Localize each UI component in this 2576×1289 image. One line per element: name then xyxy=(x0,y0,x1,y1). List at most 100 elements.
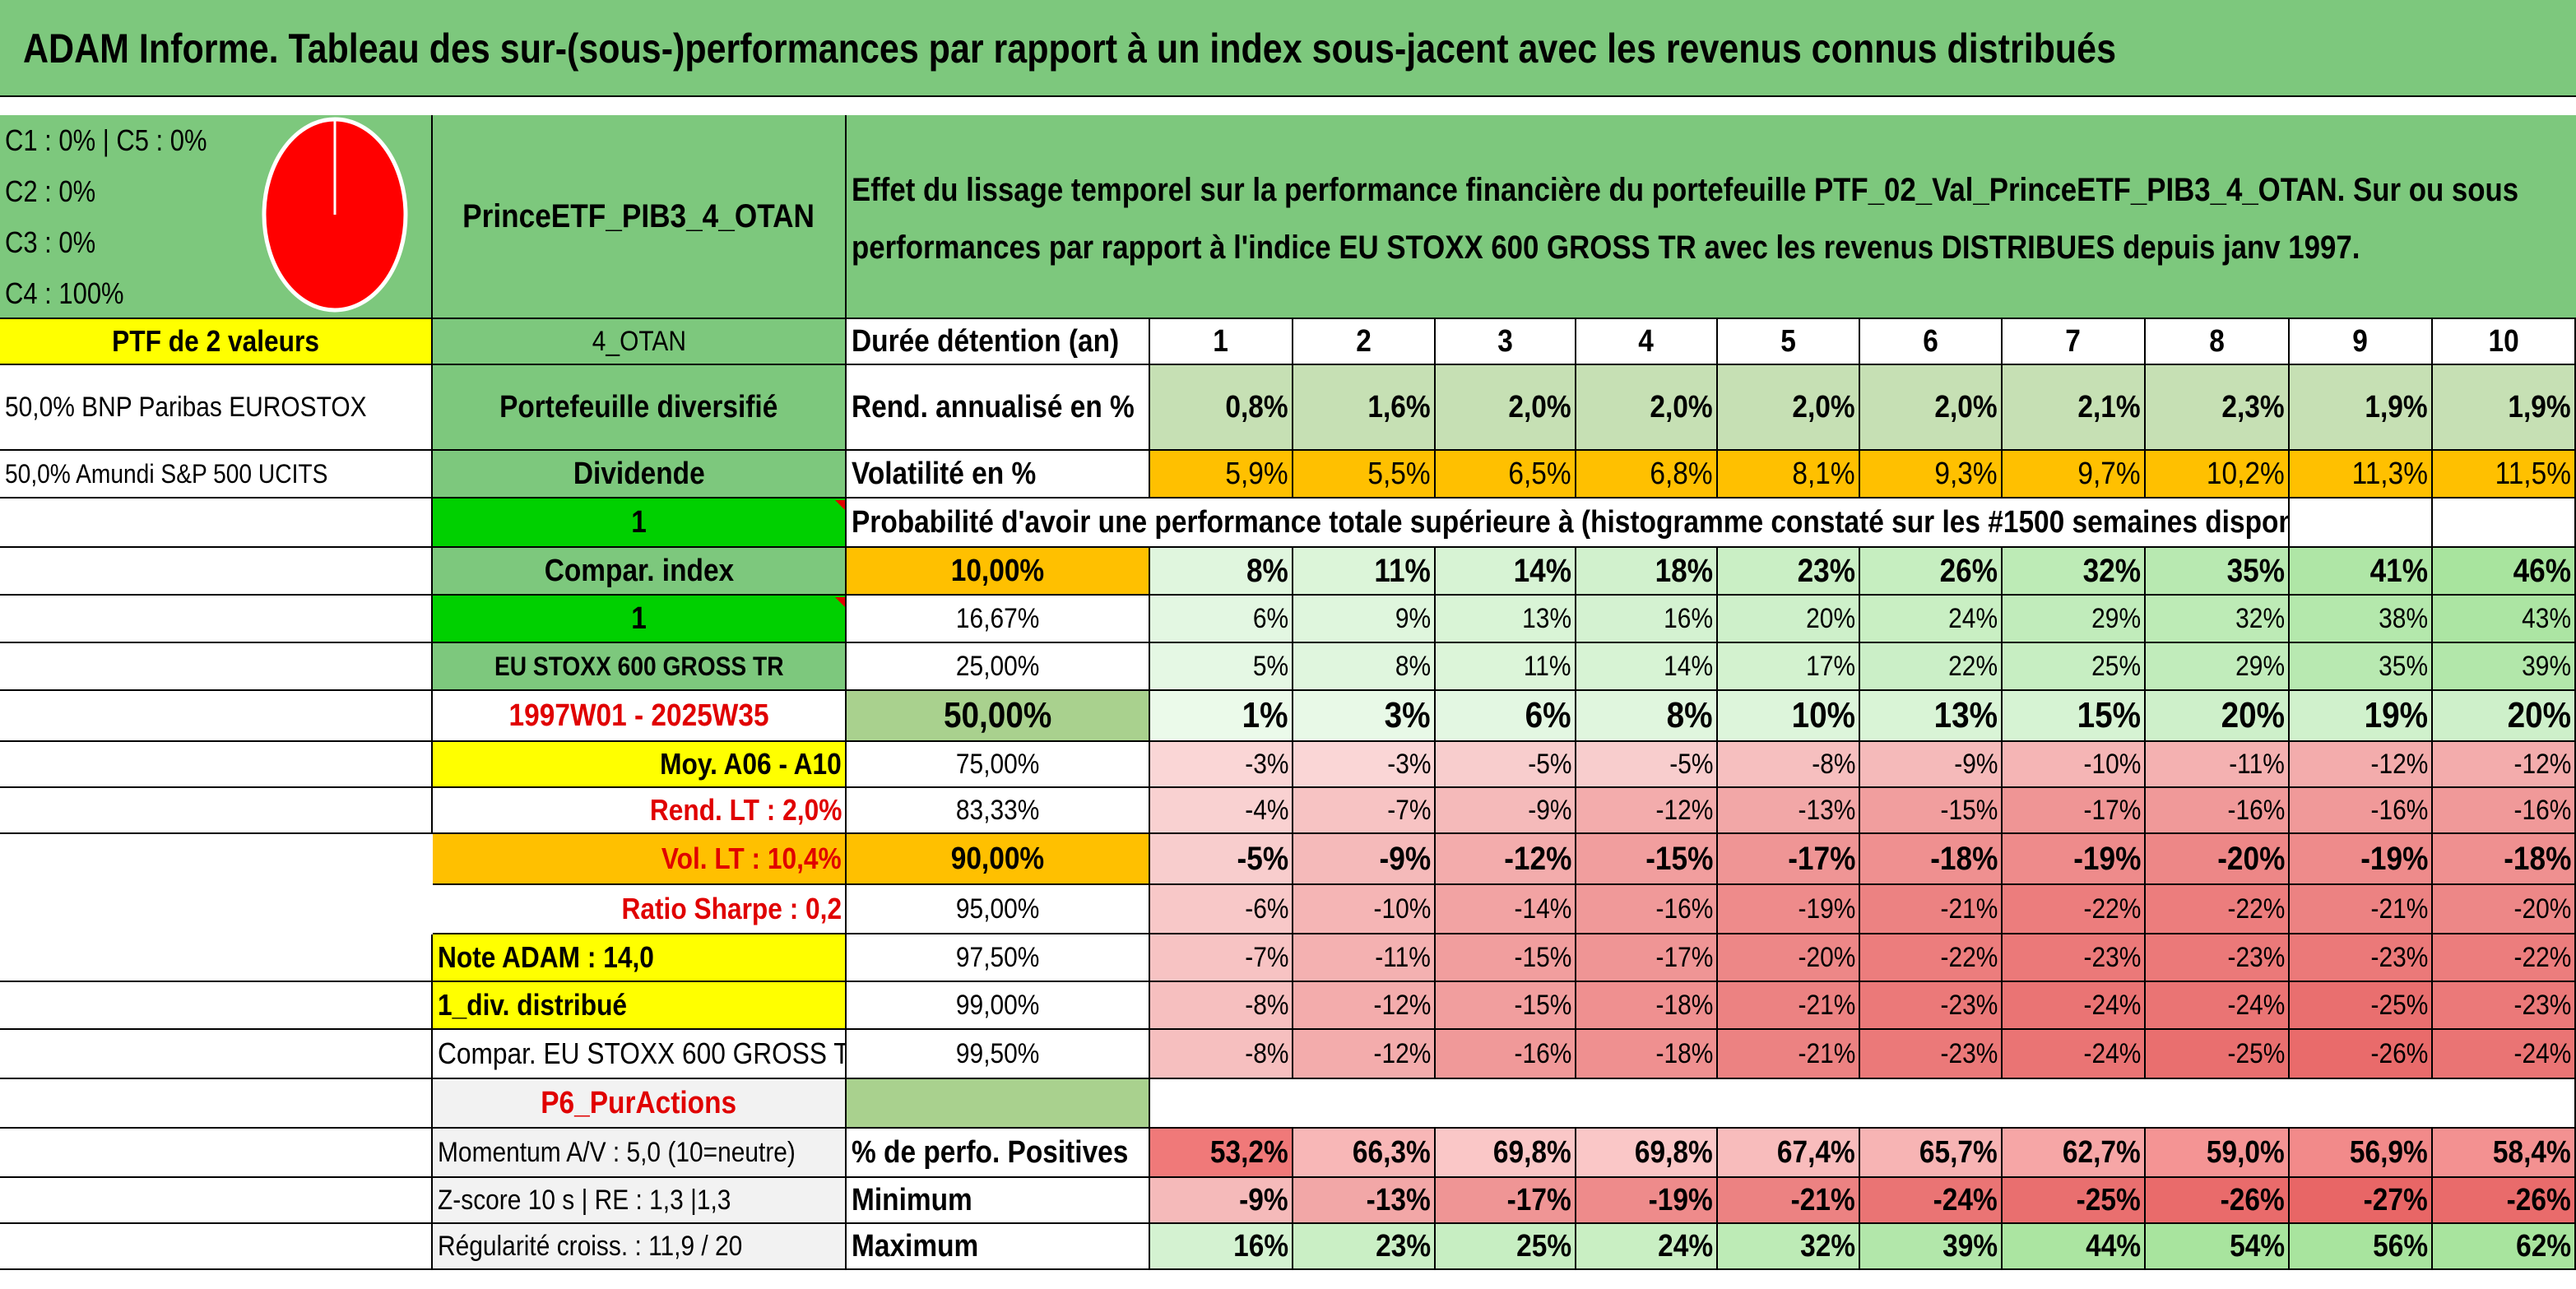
quantile-value-text: -6% xyxy=(1244,893,1288,925)
quantile-value: -22% xyxy=(2146,885,2290,934)
allocation-line: C1 : 0% | C5 : 0% xyxy=(5,123,207,157)
quantile-value: -17% xyxy=(2003,788,2146,834)
parameter-one: 1 xyxy=(433,498,847,548)
fund-name-cell: PrinceETF_PIB3_4_OTAN xyxy=(433,115,847,319)
holding-2: 50,0% Amundi S&P 500 UCITS xyxy=(0,451,433,498)
empty-cell xyxy=(847,1079,1150,1129)
quantile-value: -19% xyxy=(2290,834,2433,885)
quantile-value: 32% xyxy=(2003,548,2146,596)
quantile-value: -3% xyxy=(1293,742,1436,788)
maximum-value-text: 39% xyxy=(1942,1228,1998,1263)
quantile-value-text: -23% xyxy=(2227,941,2285,973)
quantile-value-text: -10% xyxy=(2083,748,2141,780)
positives-value: 66,3% xyxy=(1293,1129,1436,1178)
quantile-value-text: 46% xyxy=(2513,552,2571,589)
maximum-value-text: 62% xyxy=(2516,1228,2571,1263)
maximum-value: 44% xyxy=(2003,1224,2146,1270)
quantile-value: -19% xyxy=(2003,834,2146,885)
positives-value-text: 69,8% xyxy=(1493,1134,1571,1170)
quantile-value: -15% xyxy=(1436,982,1576,1030)
quantile-value: 13% xyxy=(1860,691,2003,742)
quantile-value: -21% xyxy=(1718,982,1860,1030)
empty-cell xyxy=(0,982,433,1030)
index-name: EU STOXX 600 GROSS TR xyxy=(433,643,847,691)
dividend-distributed: 1_div. distribué xyxy=(433,982,847,1030)
quantile-value: -10% xyxy=(1293,885,1436,934)
quantile-value-text: 24% xyxy=(1948,602,1998,634)
maximum-label-text: Maximum xyxy=(852,1228,979,1263)
compar-label: Compar. EU STOXX 600 GROSS TR xyxy=(433,1030,847,1079)
rend-value-text: 1,6% xyxy=(1367,389,1431,424)
minimum-value: -26% xyxy=(2146,1178,2290,1224)
quantile-value: 22% xyxy=(1860,643,2003,691)
minimum-value-text: -17% xyxy=(1506,1182,1571,1217)
quantile-value-text: 19% xyxy=(2364,695,2428,735)
quantile-value-text: -24% xyxy=(2513,1037,2571,1069)
quantile-value-text: 29% xyxy=(2235,650,2285,682)
quantile-value: -12% xyxy=(1293,982,1436,1030)
quantile-value-text: -26% xyxy=(2370,1037,2428,1069)
rend-value-text: 2,0% xyxy=(1934,389,1998,424)
quantile-value-text: -12% xyxy=(2513,748,2571,780)
year-header: 7 xyxy=(2003,319,2146,365)
vol-lt-label-text: Vol. LT : 10,4% xyxy=(661,842,842,875)
p6-label: P6_PurActions xyxy=(433,1079,847,1129)
year-header: 1 xyxy=(1150,319,1293,365)
rend-value-text: 2,0% xyxy=(1508,389,1571,424)
quantile-value-text: -12% xyxy=(2370,748,2428,780)
quantile-value-text: 32% xyxy=(2082,552,2141,589)
zscore-label-text: Z-score 10 s | RE : 1,3 |1,3 xyxy=(438,1184,731,1216)
quantile-value-text: -8% xyxy=(1811,748,1855,780)
quantile-value: -18% xyxy=(1576,1030,1718,1079)
empty-cell xyxy=(0,742,433,788)
quantile-value-text: 8% xyxy=(1395,650,1431,682)
quantile-label-text: 25,00% xyxy=(955,650,1040,682)
quantile-value: 8% xyxy=(1576,691,1718,742)
quantile-value: 32% xyxy=(2146,596,2290,643)
vol-value: 5,9% xyxy=(1150,451,1293,498)
sharpe-label: Ratio Sharpe : 0,2 xyxy=(433,885,847,934)
quantile-value-text: -15% xyxy=(1940,794,1998,826)
minimum-value: -13% xyxy=(1293,1178,1436,1224)
quantile-value: -12% xyxy=(2290,742,2433,788)
quantile-value: 8% xyxy=(1293,643,1436,691)
year-header: 5 xyxy=(1718,319,1860,365)
quantile-value-text: -25% xyxy=(2370,989,2428,1021)
rend-label-text: Rend. annualisé en % xyxy=(852,389,1135,424)
positives-value: 67,4% xyxy=(1718,1129,1860,1178)
quantile-value-text: -24% xyxy=(2083,989,2141,1021)
quantile-value: -18% xyxy=(2433,834,2576,885)
quantile-value: -15% xyxy=(1436,934,1576,982)
quantile-value-text: 20% xyxy=(1806,602,1855,634)
quantile-value-text: -19% xyxy=(1798,893,1855,925)
quantile-value-text: -22% xyxy=(1940,941,1998,973)
minimum-value: -19% xyxy=(1576,1178,1718,1224)
quantile-label-text: 10,00% xyxy=(950,553,1045,588)
vol-value: 11,3% xyxy=(2290,451,2433,498)
minimum-value-text: -25% xyxy=(2076,1182,2141,1217)
minimum-value: -27% xyxy=(2290,1178,2433,1224)
rend-value-text: 2,0% xyxy=(1650,389,1713,424)
quantile-value: 6% xyxy=(1150,596,1293,643)
quantile-value-text: 23% xyxy=(1797,552,1855,589)
quantile-value: -23% xyxy=(2290,934,2433,982)
quantile-label-text: 16,67% xyxy=(955,602,1040,634)
quantile-value: -5% xyxy=(1150,834,1293,885)
note-adam-text: Note ADAM : 14,0 xyxy=(438,940,654,974)
quantile-value: -9% xyxy=(1293,834,1436,885)
rend-lt-label-text: Rend. LT : 2,0% xyxy=(649,793,842,827)
rend-value-text: 2,0% xyxy=(1792,389,1855,424)
quantile-value: 20% xyxy=(1718,596,1860,643)
year-header: 10 xyxy=(2433,319,2576,365)
quantile-value: -5% xyxy=(1576,742,1718,788)
quantile-value: -16% xyxy=(1436,1030,1576,1079)
parameter-one-text: 1 xyxy=(631,600,647,636)
year-header-text: 1 xyxy=(1213,323,1229,359)
quantile-value: 13% xyxy=(1436,596,1576,643)
diversified-label: Portefeuille diversifié xyxy=(433,365,847,451)
year-header-text: 6 xyxy=(1923,323,1938,359)
positives-label: % de perfo. Positives xyxy=(847,1129,1150,1178)
minimum-value: -21% xyxy=(1718,1178,1860,1224)
vol-value: 11,5% xyxy=(2433,451,2576,498)
quantile-value-text: -9% xyxy=(1953,748,1998,780)
